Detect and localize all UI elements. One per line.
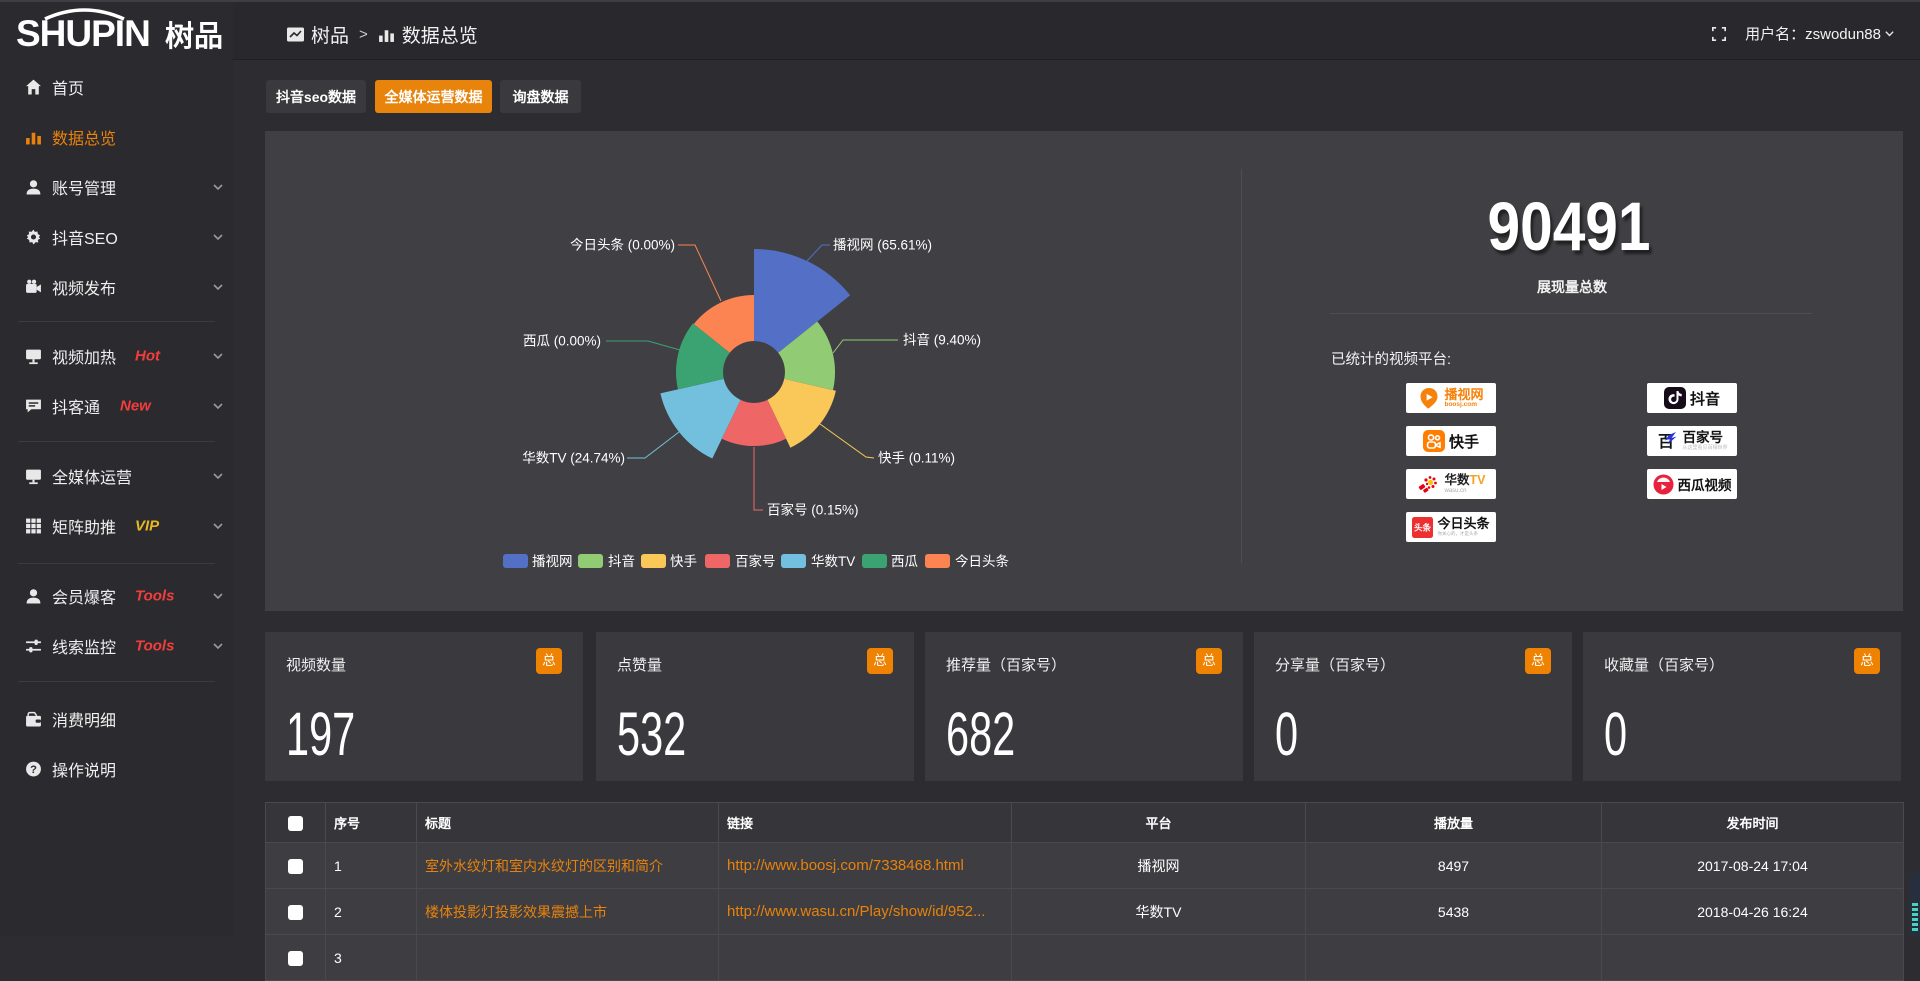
svg-text:今日头条 (0.00%): 今日头条 (0.00%) [570,237,675,253]
svg-text:头条: 头条 [1414,522,1432,532]
svg-text:树品: 树品 [165,20,223,50]
svg-text:今日头条: 今日头条 [955,553,1009,569]
svg-text:百家号: 百家号 [735,553,776,569]
svg-text:?: ? [30,764,37,776]
svg-text:百家号 (0.15%): 百家号 (0.15%) [767,502,859,518]
svg-text:SHUPIN: SHUPIN [16,13,150,50]
svg-text:抖音: 抖音 [608,553,635,569]
svg-text:华数TV: 华数TV [811,554,855,569]
svg-text:播视网: 播视网 [532,554,573,569]
svg-text:快手 (0.11%): 快手 (0.11%) [878,451,955,466]
svg-text:播视网 (65.61%): 播视网 (65.61%) [833,238,932,253]
svg-text:华数TV (24.74%): 华数TV (24.74%) [522,451,625,466]
svg-text:抖音 (9.40%): 抖音 (9.40%) [903,332,981,348]
svg-text:西瓜 (0.00%): 西瓜 (0.00%) [523,334,601,349]
svg-text:快手: 快手 [670,554,697,569]
svg-text:西瓜: 西瓜 [891,554,919,569]
